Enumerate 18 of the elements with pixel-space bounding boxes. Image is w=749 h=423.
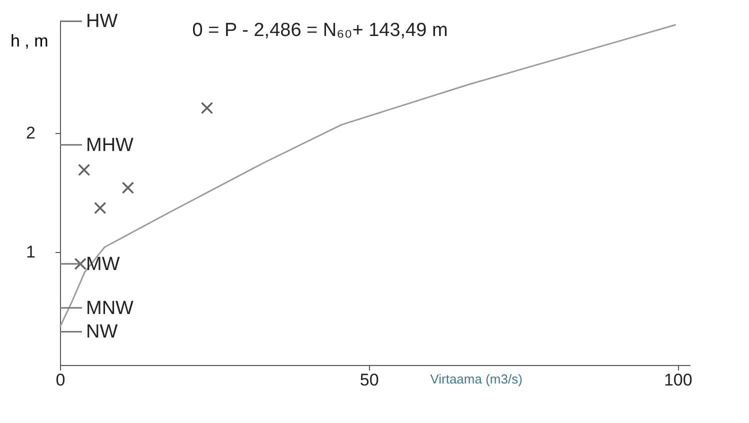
point bbox=[78, 164, 90, 176]
y-axis-title: h , m bbox=[10, 32, 48, 50]
x-tick-label: 0 bbox=[56, 370, 66, 390]
point bbox=[200, 102, 214, 114]
point bbox=[74, 258, 87, 270]
x-axis-title: Virtaama (m3/s) bbox=[430, 372, 522, 386]
ref-line-label: MW bbox=[86, 254, 120, 275]
ref-line-label: MNW bbox=[86, 298, 134, 319]
ref-line-label: NW bbox=[86, 322, 118, 343]
x-tick-label: 100 bbox=[664, 370, 692, 390]
y-tick-label: 1 bbox=[26, 242, 36, 262]
annotation: 0 = P - 2,486 = N₆₀+ 143,49 m bbox=[192, 20, 448, 41]
x-tick-label: 50 bbox=[360, 370, 379, 390]
point bbox=[122, 182, 134, 194]
ref-line-label: MHW bbox=[86, 134, 134, 156]
point bbox=[94, 202, 106, 214]
ref-line-label: HW bbox=[86, 11, 118, 32]
y-tick-label: 2 bbox=[26, 124, 36, 143]
